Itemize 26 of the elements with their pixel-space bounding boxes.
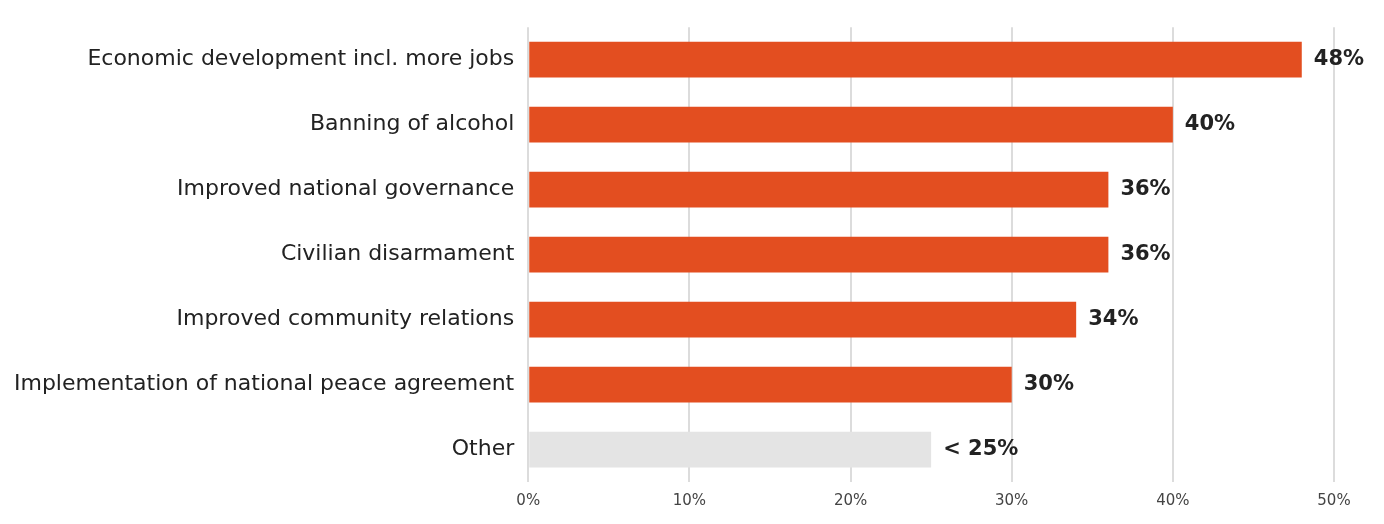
data-label: < 25% <box>943 435 1019 460</box>
y-tick-label: Improved national governance <box>177 175 515 201</box>
y-tick-label: Civilian disarmament <box>280 240 515 266</box>
y-tick-label: Economic development incl. more jobs <box>87 45 515 71</box>
y-tick-label: Implementation of national peace agreement <box>13 370 515 396</box>
x-tick-label: 50% <box>1317 490 1351 509</box>
x-tick-label: 10% <box>672 490 707 509</box>
y-tick-label: Improved community relations <box>176 305 515 331</box>
y-tick-label: Other <box>451 435 516 461</box>
bar <box>529 106 1173 143</box>
data-label: 36% <box>1120 241 1171 266</box>
x-tick-label: 0% <box>516 490 541 509</box>
data-label: 34% <box>1088 306 1139 331</box>
bar <box>529 236 1109 273</box>
data-label: 30% <box>1023 371 1074 395</box>
bar <box>529 41 1302 78</box>
x-tick-label: 20% <box>833 490 868 509</box>
data-label: 48% <box>1313 46 1365 71</box>
y-tick-label: Banning of alcohol <box>309 110 515 136</box>
data-label: 36% <box>1120 176 1171 201</box>
data-label: 40% <box>1184 111 1236 136</box>
bar <box>529 366 1012 403</box>
x-tick-label: 40% <box>1156 490 1190 509</box>
bar <box>529 171 1109 208</box>
bar <box>529 301 1077 338</box>
x-tick-label: 30% <box>995 490 1029 509</box>
